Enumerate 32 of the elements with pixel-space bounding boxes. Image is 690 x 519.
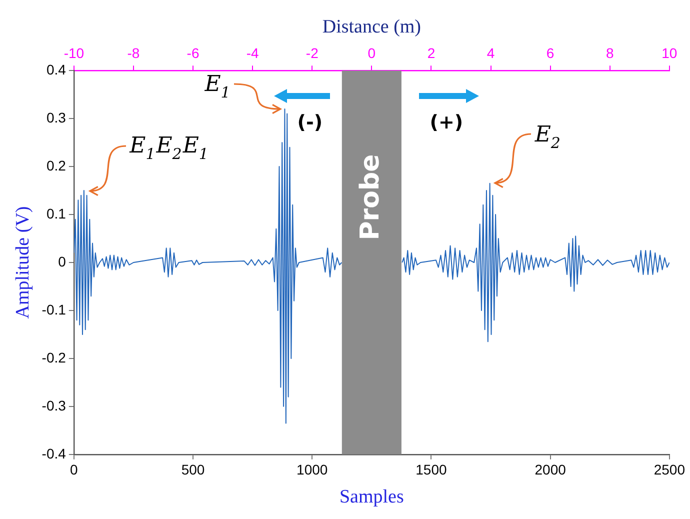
x2-tick-label: -2 <box>306 45 319 62</box>
x-axis-title: Samples <box>339 486 404 508</box>
y-tick-label: -0.4 <box>42 445 66 462</box>
y-tick-label: -0.1 <box>42 301 66 318</box>
x2-tick-label: 10 <box>662 45 678 62</box>
y-tick-label: 0.3 <box>46 109 66 126</box>
x2-tick-label: 8 <box>606 45 614 62</box>
x-tick-label: 1500 <box>416 462 448 478</box>
x2-tick-label: -6 <box>186 45 200 62</box>
y-tick-label: 0.4 <box>46 61 66 78</box>
x2-tick-label: -8 <box>127 45 140 62</box>
annotation: (+) <box>430 112 464 134</box>
x-tick-label: 0 <box>70 462 78 478</box>
y-tick-label: 0.1 <box>46 205 66 222</box>
x2-axis-title: Distance (m) <box>322 16 422 38</box>
annotation: (-) <box>297 112 323 134</box>
y-tick-label: -0.2 <box>42 349 66 366</box>
x-tick-label: 2500 <box>654 462 686 478</box>
x-tick-label: 500 <box>181 462 205 478</box>
y-axis-title: Amplitude (V) <box>12 206 34 319</box>
x-tick-label: 2000 <box>534 462 566 478</box>
x2-tick-label: -10 <box>64 45 84 62</box>
x2-tick-label: -4 <box>246 45 260 62</box>
y-tick-label: 0.2 <box>46 157 66 174</box>
x2-tick-label: 4 <box>486 45 495 62</box>
x2-tick-label: 6 <box>546 45 554 62</box>
y-tick-label: 0 <box>58 253 66 270</box>
y-tick-label: -0.3 <box>42 397 66 414</box>
x2-tick-label: 2 <box>427 45 436 62</box>
x2-tick-label: 0 <box>368 45 376 62</box>
x-tick-label: 1000 <box>296 462 328 478</box>
band-label: Probe <box>355 154 386 240</box>
